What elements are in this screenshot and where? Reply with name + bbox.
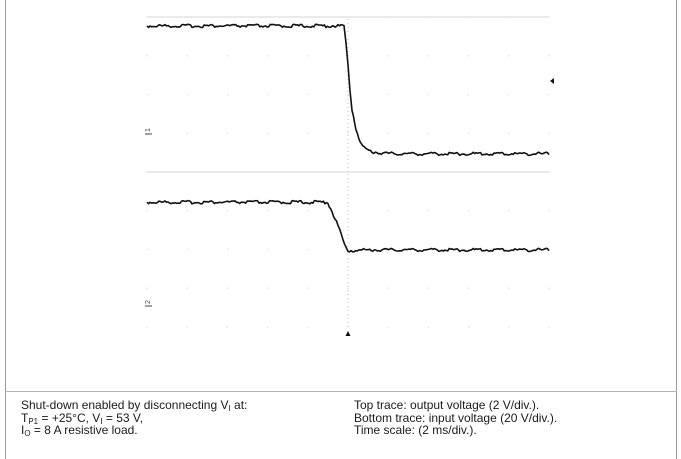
graticule-dot <box>226 132 228 134</box>
frame-divider <box>5 391 677 392</box>
caption-right-line-2: Bottom trace: input voltage (20 V/div.). <box>354 410 558 425</box>
graticule-dot <box>508 132 510 134</box>
graticule-dot <box>468 132 470 134</box>
graticule-dot <box>146 55 148 57</box>
caption-right-line-3: Time scale: (2 ms/div.). <box>354 423 477 437</box>
graticule-dot <box>508 248 510 251</box>
graticule-dot <box>267 287 269 289</box>
graticule-dot <box>186 93 188 96</box>
frame-left-border <box>5 0 6 459</box>
graticule-dot <box>548 210 550 212</box>
graticule-dot <box>468 287 470 289</box>
trigger-position-arrow-icon <box>345 331 351 336</box>
graticule-dot <box>307 55 309 57</box>
graticule-dot <box>387 132 389 134</box>
graticule-dot <box>267 132 269 134</box>
graticule-dot <box>146 326 148 328</box>
graticule-dot <box>427 132 429 134</box>
channel-marker-label: 2 <box>145 300 152 304</box>
caption-left-line-2: TP1 = +25°C, VI = 53 V, <box>21 410 144 426</box>
caption-left-line-3: IO = 8 A resistive load. <box>21 423 138 438</box>
graticule-dot <box>468 93 470 96</box>
graticule-dot <box>307 93 309 96</box>
graticule-dot <box>146 287 148 289</box>
input-voltage-trace <box>146 199 550 253</box>
graticule-dot <box>307 210 309 212</box>
trigger-level-arrow-icon <box>550 78 554 84</box>
graticule-dot <box>548 287 550 289</box>
frame-right-border <box>676 0 677 459</box>
graticule-dot <box>468 326 470 328</box>
graticule-dot <box>387 326 389 328</box>
graticule-dot <box>226 248 228 251</box>
channel-marker-label: 1 <box>145 128 152 132</box>
graticule-dot <box>267 248 269 251</box>
output-voltage-trace <box>146 23 550 157</box>
graticule-dot <box>347 132 349 134</box>
graticule-dot <box>307 132 309 134</box>
graticule-dot <box>267 210 269 212</box>
graticule-dot <box>427 287 429 289</box>
graticule-dot <box>347 93 349 96</box>
graticule-dot <box>226 210 228 212</box>
graticule-dot <box>226 287 228 289</box>
graticule-dot <box>548 93 550 96</box>
graticule-dot <box>508 93 510 96</box>
graticule-dot <box>387 93 389 96</box>
graticule-dot <box>226 326 228 328</box>
graticule-dot <box>307 287 309 289</box>
graticule-dot <box>146 210 148 212</box>
graticule-dot <box>468 248 470 251</box>
graticule-dot <box>427 93 429 96</box>
graticule-dot <box>186 210 188 212</box>
graticule-dot <box>468 210 470 212</box>
graticule-dot <box>186 248 188 251</box>
graticule-dot <box>508 326 510 328</box>
graticule-dot <box>548 132 550 134</box>
caption-right-line-1: Top trace: output voltage (2 V/div.). <box>354 398 540 412</box>
graticule-dot <box>226 55 228 57</box>
graticule-dot <box>267 326 269 328</box>
graticule-dot <box>186 55 188 57</box>
caption-trace-legend: Top trace: output voltage (2 V/div.). Bo… <box>354 399 557 437</box>
graticule-dot <box>508 210 510 212</box>
graticule-dot <box>186 132 188 134</box>
graticule-dot <box>307 248 309 251</box>
graticule-dot <box>548 326 550 328</box>
graticule-dot <box>267 93 269 96</box>
graticule-dot <box>508 287 510 289</box>
graticule-dot <box>186 287 188 289</box>
caption-conditions: Shut-down enabled by disconnecting VI at… <box>21 398 248 438</box>
graticule-dot <box>186 326 188 328</box>
oscilloscope-plot: 1 2 <box>145 16 554 336</box>
graticule-dot <box>146 93 148 96</box>
graticule-dot <box>387 287 389 289</box>
graticule-dot <box>468 55 470 57</box>
graticule-dot <box>427 210 429 212</box>
graticule-dot <box>427 55 429 57</box>
bottom-trace-panel: 2 <box>145 171 550 328</box>
graticule-dot <box>387 210 389 212</box>
graticule-dot <box>508 55 510 57</box>
graticule-dot <box>548 55 550 57</box>
graticule-dot <box>347 287 349 289</box>
graticule-dot <box>267 55 269 57</box>
graticule-dot <box>307 326 309 328</box>
graticule-dot <box>226 93 228 96</box>
top-trace-panel: 1 <box>145 16 550 173</box>
graticule-dot <box>146 248 148 251</box>
caption-left-line-1: Shut-down enabled by disconnecting VI at… <box>21 398 248 413</box>
graticule-dot <box>427 326 429 328</box>
scope-markers <box>345 78 554 336</box>
graticule-dot <box>387 55 389 57</box>
